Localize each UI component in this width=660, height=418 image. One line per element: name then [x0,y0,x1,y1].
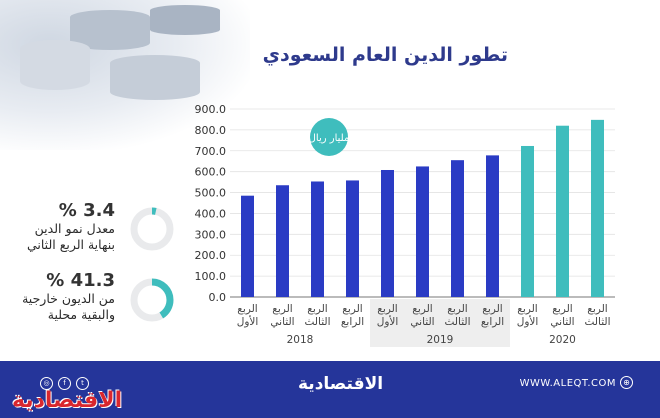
ring-value-arc [130,278,174,322]
x-tick-label: الربع [237,303,257,315]
bar [311,181,324,297]
footer-bar [0,361,660,418]
coins-background-image [0,0,250,150]
twitter-icon[interactable]: t [76,377,89,390]
bar [346,180,359,297]
x-tick-label: الربع [412,303,432,315]
x-tick-label: الربع [377,303,397,315]
x-tick-label: الربع [342,303,362,315]
y-tick-label: 200.0 [195,249,227,262]
foreign-debt-stat: 41.3 % من الديون خارجية والبقية محلية [22,270,115,323]
bar [381,169,394,297]
y-tick-label: 0.0 [209,291,227,304]
x-tick-label: الربع [517,303,537,315]
bar [451,160,464,297]
foreign-debt-label-1: من الديون خارجية [22,291,115,306]
x-tick-label: الثاني [410,316,434,328]
instagram-icon[interactable]: ◎ [40,377,53,390]
website-link[interactable]: WWW.ALEQT.COM [519,378,616,389]
bar [416,166,429,297]
year-band [370,299,510,347]
foreign-debt-label-2: والبقية محلية [47,307,115,322]
y-tick-label: 500.0 [195,187,227,200]
foreign-debt-ring-chart [130,278,174,322]
chart-title: تطور الدين العام السعودي [262,44,508,66]
chart-bars [241,119,604,298]
bar [486,155,499,297]
y-tick-label: 400.0 [195,207,227,220]
x-tick-label: الربع [552,303,572,315]
bar [556,125,569,297]
x-tick-label: الربع [587,303,607,315]
x-tick-label: الرابع [341,316,364,328]
x-tick-label: الثالث [585,316,611,328]
growth-label-1: معدل نمو الدين [34,221,115,236]
y-tick-label: 100.0 [195,270,227,283]
foreign-debt-value: 41.3 % [46,270,115,291]
y-tick-label: 300.0 [195,228,227,241]
x-axis-labels: الربعالأولالربعالثانيالربعالثالثالربعالر… [237,299,611,347]
coin-stack [110,55,200,100]
x-tick-label: الرابع [481,316,504,328]
unit-label: مليار ريال [309,133,350,144]
x-tick-label: الثالث [445,316,471,328]
x-tick-label: الربع [447,303,467,315]
bar [591,119,604,298]
x-tick-label: الثاني [550,316,574,328]
bar [241,195,254,297]
bar [276,185,289,297]
bar [521,145,534,297]
growth-ring-chart [130,207,174,251]
year-label: 2018 [287,334,314,346]
x-tick-label: الربع [307,303,327,315]
brand-name: الاقتصادية [298,374,384,394]
y-tick-label: 800.0 [195,124,227,137]
globe-icon: ⊕ [620,376,633,389]
x-tick-label: الأول [377,315,399,328]
x-tick-label: الربع [482,303,502,315]
y-tick-label: 700.0 [195,145,227,158]
unit-badge-circle [310,118,348,156]
x-tick-label: الثالث [305,316,331,328]
y-axis-ticks: 0.0 100.0 200.0 300.0 400.0 500.0 600.0 700.0 80… [195,103,227,304]
coin-stack [20,40,90,90]
ring-value-arc [130,207,174,251]
y-tick-label: 900.0 [195,103,227,116]
x-tick-label: الثاني [270,316,294,328]
y-tick-label: 600.0 [195,166,227,179]
year-label: 2020 [549,334,576,346]
x-tick-label: الربع [272,303,292,315]
ring-track [130,207,174,251]
growth-stat: 3.4 % معدل نمو الدين بنهاية الربع الثاني [27,200,115,253]
year-label: 2019 [427,334,454,346]
coin-stack [150,5,220,35]
growth-value: 3.4 % [58,200,115,221]
x-tick-label: الأول [237,315,259,328]
x-tick-label: الأول [517,315,539,328]
growth-label-2: بنهاية الربع الثاني [26,237,115,252]
facebook-icon[interactable]: f [58,377,71,390]
unit-badge: مليار ريال [309,118,350,156]
brand-logo: الاقتصادية [12,388,123,413]
